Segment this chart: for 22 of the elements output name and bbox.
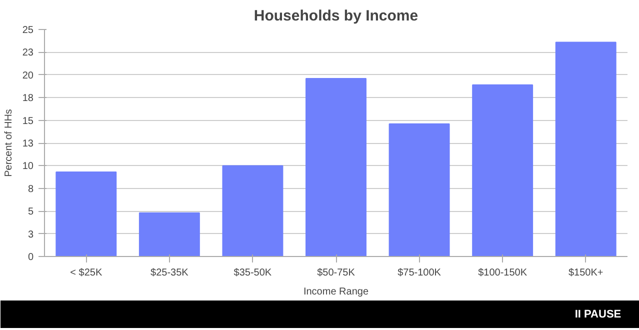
x-axis-title: Income Range <box>303 286 369 298</box>
x-tick-label: $25-35K <box>150 268 189 278</box>
x-tick-label: < $25K <box>70 268 102 278</box>
x-tick-label: $75-100K <box>398 268 442 278</box>
x-tick-label: $50-75K <box>317 268 356 278</box>
chart-title: Households by Income <box>254 8 418 24</box>
y-tick-label: 8 <box>28 184 34 195</box>
y-tick-label: 10 <box>22 161 34 172</box>
y-tick-label: 20 <box>22 70 34 82</box>
y-tick-label: 25 <box>22 25 34 36</box>
x-tick-label: $150K+ <box>568 268 604 278</box>
y-tick-label: 15 <box>22 116 34 127</box>
text: II PAUSE <box>574 308 622 320</box>
y-tick-label: 23 <box>22 48 34 59</box>
y-axis-title: Percent of HHs <box>3 109 14 177</box>
x-tick-label: $35-50K <box>234 268 272 278</box>
x-tick-label: $100-150K <box>478 268 528 278</box>
y-tick-label: 0 <box>28 252 34 263</box>
y-tick-label: 5 <box>28 206 34 218</box>
y-tick-label: 13 <box>22 138 34 150</box>
y-tick-label: 3 <box>28 229 34 240</box>
y-tick-label: 18 <box>22 93 34 104</box>
